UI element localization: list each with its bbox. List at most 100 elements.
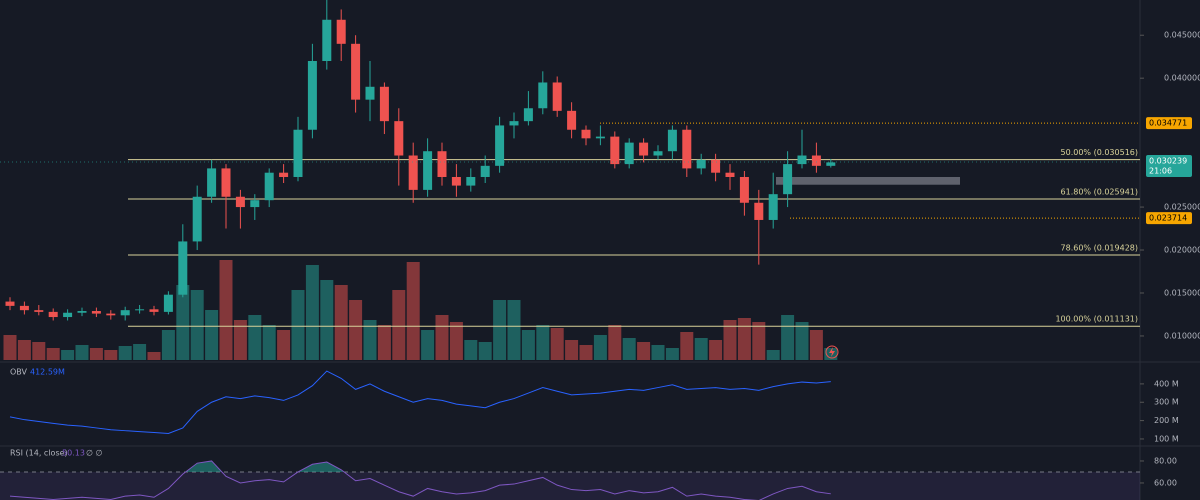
candle-body bbox=[5, 301, 15, 306]
obv-tick-label: 200 M bbox=[1154, 416, 1179, 425]
volume-bar bbox=[32, 342, 46, 360]
candle-body bbox=[725, 172, 735, 177]
volume-bar bbox=[392, 290, 406, 360]
fib-label: 50.00% (0.030516) bbox=[1061, 148, 1138, 157]
candle-body bbox=[451, 176, 461, 186]
alert-icon[interactable] bbox=[825, 345, 839, 359]
alert-bolt bbox=[829, 347, 835, 357]
rsi-title: RSI (14, close) bbox=[10, 449, 68, 458]
volume-bar bbox=[277, 330, 291, 360]
obv-last: 412.59M bbox=[30, 368, 65, 377]
candle-body bbox=[279, 172, 289, 177]
volume-bar bbox=[435, 315, 449, 360]
volume-bar bbox=[233, 320, 247, 360]
candle-body bbox=[797, 155, 807, 165]
volume-bar bbox=[118, 346, 132, 360]
candle-body bbox=[322, 19, 332, 62]
candle-body bbox=[711, 159, 721, 173]
candle-body bbox=[394, 121, 404, 156]
candle-body bbox=[221, 168, 231, 197]
obv-tick-label: 100 M bbox=[1154, 434, 1179, 443]
obv-line bbox=[9, 370, 831, 434]
volume-bar bbox=[406, 262, 420, 360]
candle-body bbox=[466, 176, 476, 186]
candle-body bbox=[423, 151, 433, 190]
candle-body bbox=[567, 110, 577, 130]
y-tick-label: 0.045000 bbox=[1164, 31, 1200, 40]
candle-body bbox=[523, 108, 533, 122]
candle-body bbox=[351, 43, 361, 100]
volume-bar bbox=[781, 315, 795, 360]
volume-bar bbox=[219, 260, 233, 360]
candle-body bbox=[106, 313, 116, 316]
last-price-label: 0.030239 bbox=[1149, 157, 1187, 166]
volume-bar bbox=[205, 310, 219, 360]
volume-bar bbox=[377, 325, 391, 360]
candle-body bbox=[63, 312, 73, 318]
candle-body bbox=[307, 61, 317, 130]
volume-bar bbox=[349, 300, 363, 360]
volume-bar bbox=[680, 332, 694, 360]
candle-body bbox=[48, 311, 58, 318]
price-tag-label: 0.023714 bbox=[1149, 214, 1187, 223]
volume-bar bbox=[493, 300, 507, 360]
obv-tick-label: 400 M bbox=[1154, 379, 1179, 388]
y-tick-label: 0.020000 bbox=[1164, 246, 1200, 255]
candle-body bbox=[509, 121, 519, 126]
candle-body bbox=[235, 196, 245, 208]
candle-body bbox=[783, 164, 793, 195]
rsi-line bbox=[9, 460, 831, 500]
volume-bar bbox=[723, 320, 737, 360]
volume-bar bbox=[651, 345, 665, 360]
candle-body bbox=[19, 305, 29, 311]
volume-bar bbox=[176, 285, 190, 360]
volume-bar bbox=[17, 340, 31, 360]
candle-body bbox=[264, 172, 274, 201]
volume-bar bbox=[766, 350, 780, 360]
volume-bar bbox=[665, 348, 679, 360]
volume-bar bbox=[161, 330, 175, 360]
candle-body bbox=[408, 155, 418, 190]
volume-bar bbox=[104, 350, 118, 360]
candle-body bbox=[696, 159, 706, 169]
y-tick-label: 0.010000 bbox=[1164, 331, 1200, 340]
volume-bar bbox=[89, 348, 103, 360]
candle-body bbox=[250, 200, 260, 208]
candle-body bbox=[768, 194, 778, 220]
candle-body bbox=[480, 165, 490, 177]
volume-bar bbox=[795, 322, 809, 360]
candle-body bbox=[437, 151, 447, 177]
volume-bar bbox=[291, 290, 305, 360]
volume-bar bbox=[565, 340, 579, 360]
volume-bar bbox=[809, 330, 823, 360]
candle-body bbox=[811, 155, 821, 166]
candle-body bbox=[552, 82, 562, 111]
countdown: 21:06 bbox=[1149, 167, 1172, 176]
candle-body bbox=[624, 142, 634, 165]
volume-bar bbox=[464, 340, 478, 360]
candle-body bbox=[739, 176, 749, 203]
price-tag bbox=[1146, 212, 1192, 225]
candle-body bbox=[91, 311, 101, 314]
obv-title: OBV bbox=[10, 368, 28, 377]
candle-body bbox=[163, 294, 173, 312]
volume-bar bbox=[449, 322, 463, 360]
rsi-tick-label: 80.00 bbox=[1154, 456, 1177, 465]
volume-bar bbox=[3, 335, 17, 360]
fib-label: 61.80% (0.025941) bbox=[1061, 187, 1138, 196]
candle-body bbox=[77, 311, 87, 313]
candle-body bbox=[581, 129, 591, 139]
candle-body bbox=[293, 129, 303, 177]
volume-bar bbox=[550, 328, 564, 360]
candle-body bbox=[149, 309, 159, 312]
y-tick-label: 0.025000 bbox=[1164, 203, 1200, 212]
candle-body bbox=[653, 151, 663, 156]
zone bbox=[776, 176, 960, 185]
candle-body bbox=[682, 129, 692, 169]
candle-body bbox=[135, 309, 145, 311]
price-tag-label: 0.034771 bbox=[1149, 119, 1187, 128]
candle-body bbox=[379, 86, 389, 122]
